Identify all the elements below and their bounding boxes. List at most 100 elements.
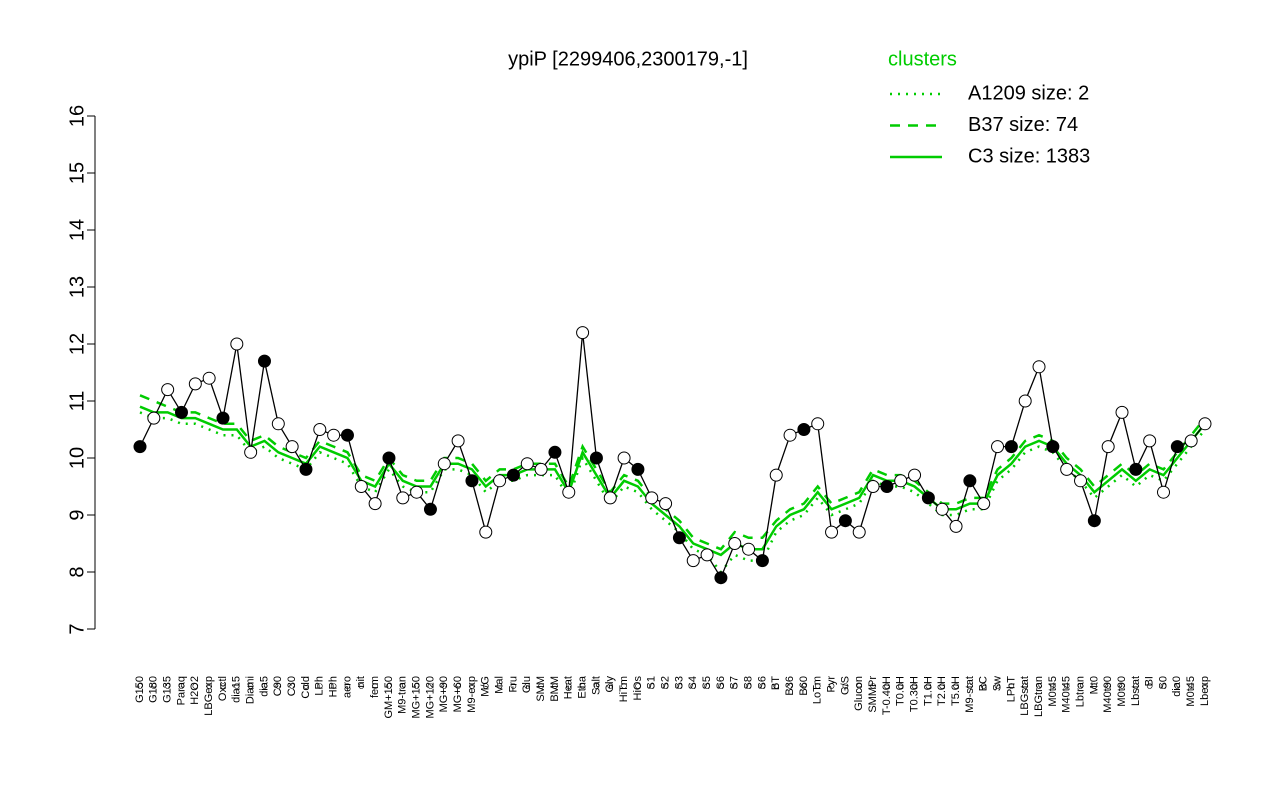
x-marker: [994, 683, 1001, 689]
x-tick-label: Mt0: [1088, 676, 1100, 694]
x-tick-label: S0: [1157, 676, 1169, 689]
point: [1060, 462, 1074, 476]
point: [1184, 434, 1198, 448]
y-tick-label: 10: [66, 447, 88, 469]
point: [534, 462, 548, 476]
x-tick-label: M9-stat: [964, 676, 976, 713]
x-tick-label: T1.0H: [922, 676, 934, 706]
x-marker: [247, 683, 254, 689]
x-tick-label: C90: [272, 676, 284, 696]
x-tick-label: BMM: [549, 676, 561, 702]
x-marker: [1174, 683, 1181, 689]
x-tick-label: HiOs: [632, 676, 644, 701]
point: [285, 440, 299, 454]
x-marker: [524, 683, 531, 689]
point: [1170, 440, 1184, 454]
point: [327, 428, 341, 442]
x-marker: [925, 683, 932, 689]
x-marker: [510, 683, 517, 689]
point: [161, 383, 175, 397]
x-marker: [814, 683, 821, 689]
x-marker: [344, 683, 351, 689]
point: [1101, 440, 1115, 454]
x-tick-label: T5.0H: [950, 676, 962, 706]
x-tick-label: M9-exp: [466, 676, 478, 713]
point: [755, 554, 769, 568]
point: [742, 542, 756, 556]
x-tick-label: S2: [659, 676, 671, 689]
y-tick-label: 12: [66, 333, 88, 355]
x-marker: [565, 683, 572, 689]
point: [825, 525, 839, 539]
point: [576, 326, 590, 340]
x-marker: [897, 683, 904, 689]
x-marker: [1077, 683, 1084, 689]
x-tick-label: MG+90: [438, 676, 450, 712]
x-marker: [648, 683, 655, 689]
point: [797, 423, 811, 436]
x-marker: [884, 683, 890, 689]
x-tick-label: B36: [784, 676, 796, 696]
x-tick-label: LPhT: [1005, 676, 1017, 703]
point: [257, 354, 271, 368]
point: [603, 491, 617, 505]
x-marker: [496, 683, 503, 689]
x-marker: [731, 683, 738, 689]
x-marker: [441, 683, 448, 689]
x-tick-label: Heat: [563, 676, 575, 699]
x-tick-label: aero: [341, 676, 353, 698]
x-tick-label: Paraq: [175, 676, 187, 705]
x-marker: [482, 683, 489, 689]
x-tick-label: T-0.40H: [881, 676, 893, 715]
x-tick-label: S6: [756, 676, 768, 689]
point: [921, 491, 935, 505]
x-tick-label: M40t90: [1102, 676, 1114, 713]
x-tick-label: SMM: [535, 676, 547, 702]
x-tick-label: S5: [701, 676, 713, 689]
x-marker: [773, 683, 780, 689]
y-tick-label: 8: [66, 566, 88, 577]
x-tick-label: Salt: [590, 676, 602, 695]
y-tick-label: 16: [66, 105, 88, 127]
x-tick-label: S6: [715, 676, 727, 689]
x-tick-label: Glu: [521, 676, 533, 693]
point: [935, 502, 949, 516]
x-tick-label: MG+150: [411, 676, 423, 719]
point: [313, 423, 327, 436]
x-tick-label: LBGstat: [1019, 676, 1031, 716]
x-tick-label: Etha: [577, 675, 589, 699]
x-marker: [455, 683, 461, 689]
x-marker: [137, 683, 143, 689]
x-marker: [234, 683, 240, 689]
point: [852, 525, 866, 539]
x-marker: [372, 683, 378, 689]
x-tick-label: S8: [742, 676, 754, 689]
x-marker: [413, 683, 420, 689]
point: [479, 525, 493, 539]
x-marker: [676, 683, 683, 689]
x-tick-label: MG+60: [452, 676, 464, 712]
point: [368, 497, 382, 511]
x-tick-label: Lbtran: [1074, 676, 1086, 707]
x-tick-label: S4: [687, 676, 699, 689]
x-tick-label: ferm: [369, 676, 381, 698]
point: [659, 497, 673, 511]
point: [589, 451, 603, 465]
x-tick-label: GM+150: [383, 676, 395, 719]
point: [216, 411, 230, 425]
point: [686, 554, 700, 568]
point: [894, 474, 908, 488]
x-tick-label: BT: [770, 676, 782, 690]
x-tick-label: dia15: [231, 676, 243, 703]
point: [880, 480, 894, 493]
point: [396, 491, 410, 505]
x-marker: [151, 683, 157, 689]
point: [672, 531, 686, 545]
x-tick-label: B60: [798, 676, 810, 696]
point: [1074, 474, 1088, 488]
point: [1143, 434, 1157, 448]
x-marker: [856, 683, 863, 689]
point: [769, 468, 783, 482]
legend-label: A1209 size: 2: [968, 82, 1089, 104]
x-marker: [164, 683, 171, 689]
